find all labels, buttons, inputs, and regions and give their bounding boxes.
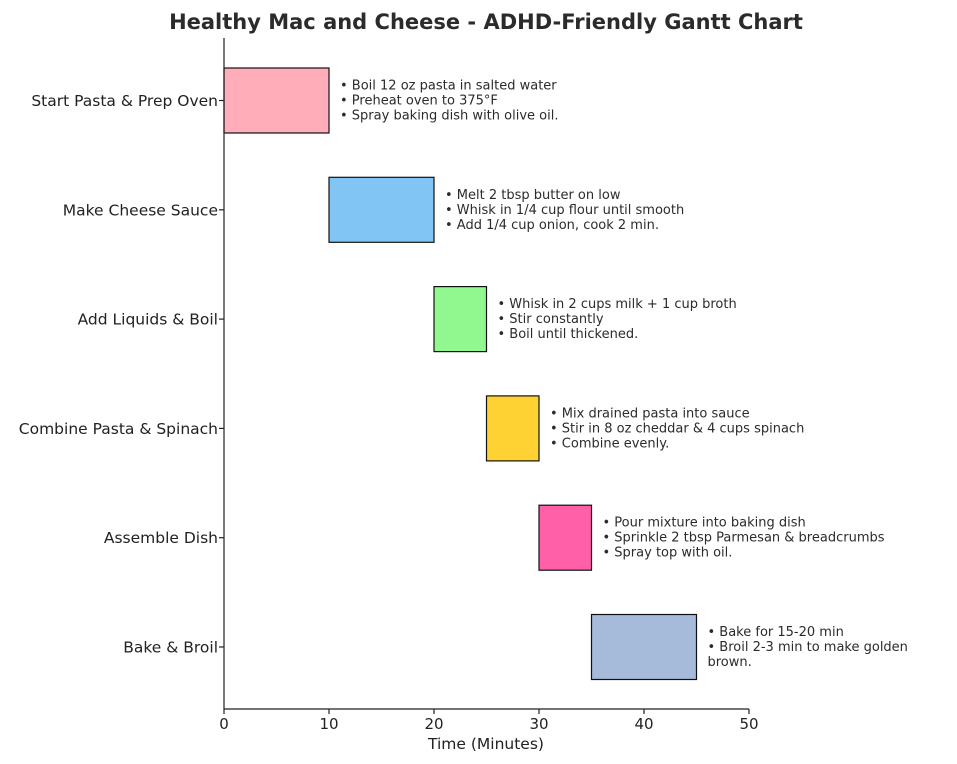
gantt-bar-2 <box>328 176 435 243</box>
task-note-line: • Melt 2 tbsp butter on low <box>445 188 621 203</box>
x-tick-label: 10 <box>319 715 338 733</box>
task-note-line: • Stir constantly <box>498 312 604 327</box>
task-note-line: • Add 1/4 cup onion, cook 2 min. <box>445 218 659 233</box>
chart-title: Healthy Mac and Cheese - ADHD-Friendly G… <box>169 10 803 34</box>
task-note-line: • Combine evenly. <box>550 436 669 451</box>
task-note-line: • Boil 12 oz pasta in salted water <box>340 79 557 94</box>
x-tick-label: 20 <box>424 715 443 733</box>
x-tick-label: 40 <box>634 715 653 733</box>
task-note-line: • Spray baking dish with olive oil. <box>340 109 558 124</box>
task-note-line: • Boil until thickened. <box>498 327 639 342</box>
gantt-bar-5 <box>538 504 593 571</box>
task-label: Combine Pasta & Spinach <box>19 420 218 438</box>
task-label: Assemble Dish <box>104 529 218 547</box>
task-note-line: • Mix drained pasta into sauce <box>550 406 750 421</box>
task-note-line: • Preheat oven to 375°F <box>340 94 498 109</box>
task-label: Add Liquids & Boil <box>78 311 218 329</box>
x-axis-title: Time (Minutes) <box>427 735 544 753</box>
task-note-line: • Spray top with oil. <box>603 546 733 561</box>
x-tick-label: 0 <box>219 715 229 733</box>
gantt-bar-6 <box>590 613 698 681</box>
task-note-line: • Pour mixture into baking dish <box>603 516 806 531</box>
task-label: Make Cheese Sauce <box>63 201 218 219</box>
task-note-line: • Broil 2-3 min to make golden <box>708 640 908 655</box>
task-note-line: • Whisk in 2 cups milk + 1 cup broth <box>498 297 737 312</box>
task-note-line: • Sprinkle 2 tbsp Parmesan & breadcrumbs <box>603 531 885 546</box>
task-note-line: brown. <box>708 655 752 670</box>
gantt-bar-3 <box>433 286 488 353</box>
gantt-bar-4 <box>485 395 540 462</box>
task-label: Start Pasta & Prep Oven <box>31 92 218 110</box>
task-label: Bake & Broil <box>123 639 218 657</box>
task-note-line: • Bake for 15-20 min <box>708 625 844 640</box>
gantt-bar-1 <box>223 67 330 134</box>
task-note-line: • Stir in 8 oz cheddar & 4 cups spinach <box>550 421 804 436</box>
x-tick-label: 30 <box>529 715 548 733</box>
task-note-line: • Whisk in 1/4 cup flour until smooth <box>445 203 684 218</box>
x-tick-label: 50 <box>739 715 758 733</box>
